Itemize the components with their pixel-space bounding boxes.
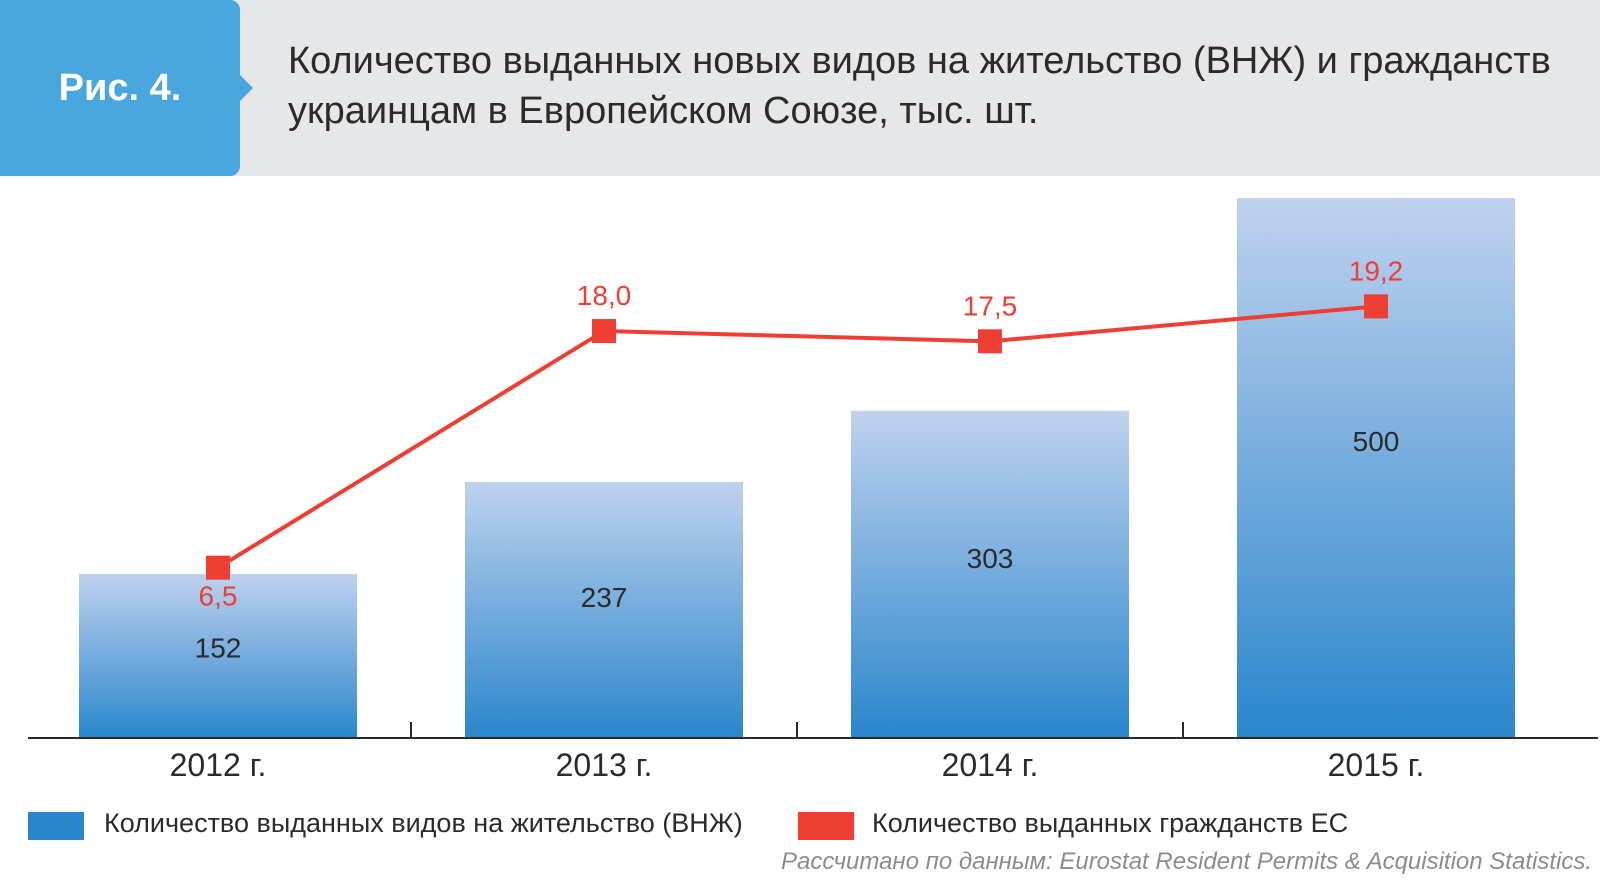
figure-label: Рис. 4.	[58, 66, 182, 109]
x-tick-label-3: 2015 г.	[1328, 747, 1425, 783]
x-tick-label-0: 2012 г.	[170, 747, 267, 783]
line-value-label-3: 19,2	[1349, 255, 1404, 286]
legend-swatch-bars	[28, 812, 84, 840]
line-point-1	[592, 319, 616, 344]
chart-title-line-1: Количество выданных новых видов на жител…	[288, 40, 1551, 82]
legend-label-line: Количество выданных гражданств ЕС	[872, 808, 1349, 838]
figure-badge	[0, 0, 253, 176]
line-value-label-1: 18,0	[577, 280, 632, 311]
chart-header: Рис. 4. Количество выданных новых видов …	[0, 0, 1600, 176]
combo-chart: 2012 г. 2013 г. 2014 г. 2015 г. 152 237 303 500…	[28, 198, 1598, 783]
bar-2	[851, 410, 1129, 738]
x-tick-label-1: 2013 г.	[556, 747, 653, 783]
x-tick-label-2: 2014 г.	[942, 747, 1039, 783]
bar-1	[465, 482, 743, 738]
line-point-3	[1364, 294, 1388, 319]
bar-value-label-2: 303	[967, 543, 1014, 574]
line-value-label-0: 6,5	[199, 581, 238, 612]
line-series-citizenships	[216, 304, 1377, 570]
bar-0	[79, 573, 357, 738]
bar-3	[1237, 198, 1515, 738]
chart-title-line-2: украинцам в Европейском Союзе, тыс. шт.	[288, 90, 1039, 132]
line-point-2	[978, 329, 1002, 354]
line-point-0	[206, 555, 230, 580]
line-value-label-2: 17,5	[963, 290, 1018, 321]
legend-swatch-line	[798, 812, 854, 840]
legend-label-bars: Количество выданных видов на жительство …	[104, 808, 743, 838]
bar-value-label-0: 152	[195, 633, 242, 664]
bar-value-label-3: 500	[1353, 426, 1400, 457]
source-note: Рассчитано по данным: Eurostat Resident …	[781, 848, 1592, 875]
chart-title: Количество выданных новых видов на жител…	[288, 36, 1588, 136]
bar-value-label-1: 237	[581, 582, 628, 613]
